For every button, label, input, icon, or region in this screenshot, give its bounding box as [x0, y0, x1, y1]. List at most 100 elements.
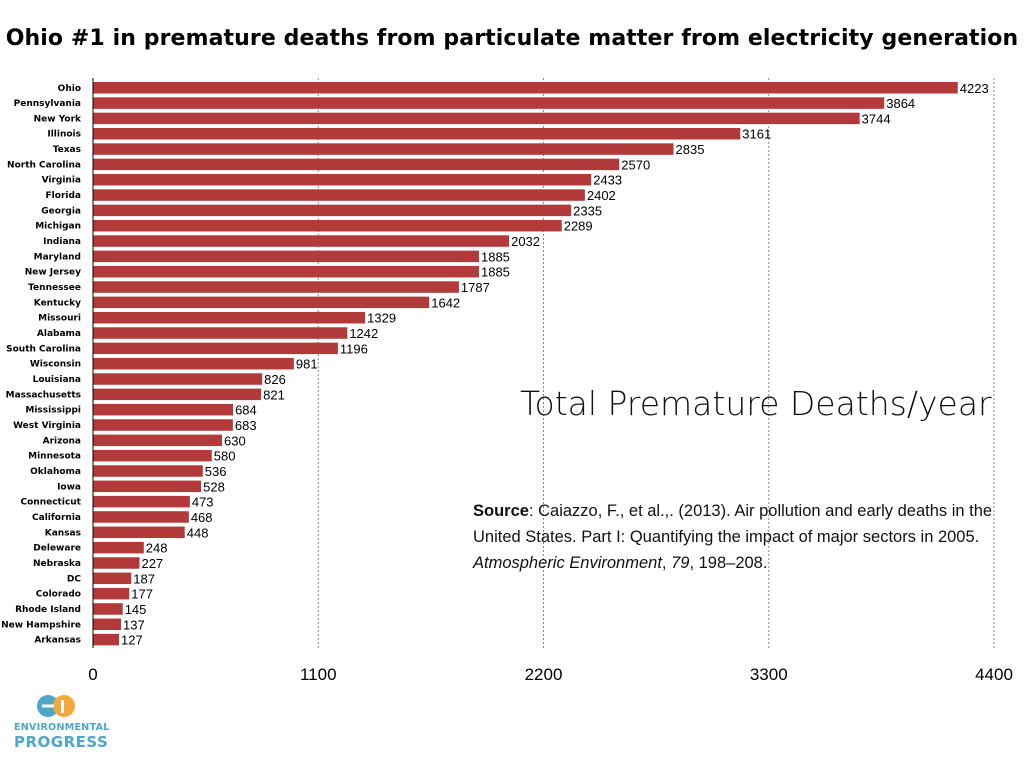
value-label: 1242: [349, 326, 378, 341]
value-label: 683: [235, 418, 257, 433]
value-label: 528: [203, 479, 225, 494]
value-label: 1642: [431, 295, 460, 310]
x-tick-label: 2200: [525, 665, 563, 684]
value-label: 2402: [587, 188, 616, 203]
category-label: Indiana: [43, 237, 81, 247]
x-tick-label: 3300: [750, 665, 788, 684]
bars: [93, 82, 958, 646]
logo-line2: PROGRESS: [14, 733, 109, 751]
category-label: New Jersey: [25, 268, 81, 278]
category-label: Michigan: [35, 222, 81, 232]
bar: [93, 541, 144, 554]
category-label: Wisconsin: [30, 360, 81, 370]
category-label: New York: [34, 114, 82, 124]
value-label: 3161: [742, 127, 771, 142]
bar: [93, 495, 190, 508]
bar: [93, 373, 263, 385]
value-label: 2433: [593, 173, 622, 188]
value-label: 473: [192, 495, 214, 510]
bar: [93, 449, 212, 462]
category-label: Kansas: [45, 528, 81, 538]
bar: [93, 158, 620, 171]
bar: [93, 97, 885, 109]
logo-wordmark: ENVIRONMENTAL PROGRESS: [14, 721, 114, 751]
chart-title: Ohio #1 in premature deaths from particu…: [5, 26, 1019, 51]
bar: [93, 403, 234, 416]
source-label: Source: [473, 502, 529, 520]
value-label: 1196: [340, 341, 368, 356]
value-label: 1329: [367, 311, 396, 326]
bar: [93, 511, 189, 523]
bar: [93, 587, 130, 600]
bar: [93, 480, 202, 493]
source-text: : Caiazzo, F., et al.,. (2013). Air poll…: [473, 502, 993, 546]
category-label: Connecticut: [21, 498, 82, 508]
value-label: 3864: [886, 96, 915, 111]
bar: [93, 633, 120, 646]
category-label: Louisiana: [33, 375, 81, 385]
bar: [93, 603, 123, 615]
value-label: 127: [121, 633, 143, 648]
value-label: 2335: [573, 203, 602, 218]
bar: [93, 250, 479, 263]
category-label: Maryland: [34, 252, 81, 262]
value-label: 2032: [511, 234, 540, 249]
category-label: North Carolina: [7, 160, 81, 170]
category-label: Illinois: [47, 130, 81, 140]
category-label: Rhode Island: [15, 605, 81, 615]
value-label: 187: [133, 571, 155, 586]
category-label: Deleware: [33, 544, 81, 554]
bar: [93, 465, 203, 477]
category-label: Georgia: [41, 206, 81, 216]
value-label: 630: [224, 433, 246, 448]
value-label: 177: [131, 587, 153, 602]
value-label: 1787: [461, 280, 490, 295]
value-label: 684: [235, 403, 257, 418]
bar: [93, 357, 294, 370]
source-volume: 79: [671, 554, 690, 572]
bar: [93, 327, 348, 339]
source-separator: ,: [661, 554, 672, 572]
ep-logo-icon: [37, 695, 75, 717]
bar: [93, 388, 262, 401]
environmental-progress-logo: ENVIRONMENTAL PROGRESS: [14, 694, 114, 754]
bar: [93, 419, 233, 431]
value-label: 248: [146, 541, 168, 556]
category-label: Ohio: [58, 84, 81, 94]
category-label: California: [32, 513, 81, 523]
category-label: South Carolina: [6, 344, 81, 354]
bar: [93, 526, 185, 539]
x-axis-ticks: 0 1100 2200 3300 4400: [88, 665, 1013, 684]
logo-line1: ENVIRONMENTAL: [14, 722, 110, 733]
category-label: Arizona: [43, 436, 81, 446]
chart-annotation: Total Premature Deaths/year: [520, 384, 992, 423]
bar: [93, 311, 366, 324]
category-label: Virginia: [42, 176, 81, 186]
category-label: West Virginia: [13, 421, 81, 431]
category-label: Nebraska: [33, 559, 81, 569]
x-tick-label: 1100: [300, 665, 337, 684]
value-label: 2570: [621, 157, 650, 172]
category-label: Mississippi: [25, 406, 81, 416]
value-label: 826: [264, 372, 286, 387]
bar: [93, 281, 459, 293]
bar: [93, 557, 140, 569]
bar: [93, 342, 338, 355]
category-labels: Ohio Pennsylvania New York Illinois Texas Nor…: [1, 84, 82, 646]
source-journal: Atmospheric Environment: [473, 554, 662, 572]
bar: [93, 265, 479, 278]
category-label: Missouri: [38, 314, 81, 324]
value-label: 580: [214, 449, 236, 464]
value-label: 448: [187, 525, 209, 540]
bar: [93, 219, 562, 232]
bar: [93, 112, 860, 125]
bar: [93, 173, 592, 186]
category-label: Massachusetts: [6, 390, 81, 400]
bar: [93, 143, 674, 155]
value-label: 468: [191, 510, 213, 525]
value-label: 821: [263, 387, 285, 402]
value-label: 227: [141, 556, 163, 571]
gridlines: [317, 78, 995, 648]
bar: [93, 127, 741, 140]
